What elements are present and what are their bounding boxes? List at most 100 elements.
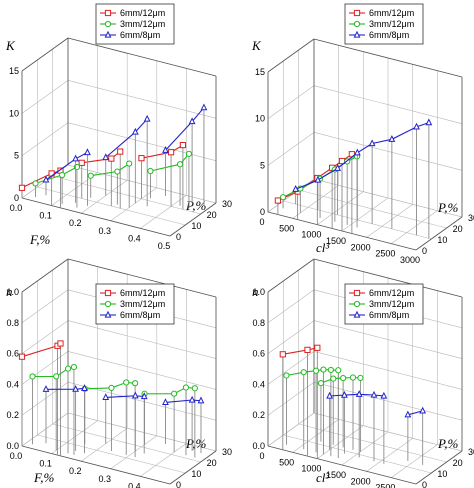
- legend-marker: [104, 300, 112, 308]
- x-tick-label: 2000: [351, 476, 371, 486]
- legend-label: 6mm/8μm: [120, 30, 160, 40]
- data-point-marker: [404, 410, 412, 418]
- x-axis-title: F,%: [33, 470, 55, 485]
- side-wall-grid-line: [21, 289, 69, 324]
- legend-marker: [104, 30, 112, 38]
- floor-grid-line: [110, 187, 157, 222]
- data-point-marker: [18, 353, 26, 360]
- side-wall-grid-line: [21, 80, 69, 114]
- z-tick-label: 0: [260, 207, 265, 217]
- data-point-marker: [53, 373, 60, 380]
- data-point-marker: [283, 372, 290, 379]
- legend-marker: [353, 9, 361, 17]
- z-tick-label: 15: [255, 67, 265, 77]
- axis-box-edge: [313, 38, 463, 78]
- data-point-marker: [413, 122, 420, 130]
- floor-grid-line: [81, 427, 128, 462]
- data-point-marker: [18, 184, 26, 191]
- series-line: [90, 163, 130, 177]
- x-tick-label: 0.3: [99, 226, 112, 236]
- x-tick-label: 1500: [326, 470, 346, 480]
- z-tick-label: 10: [9, 108, 19, 118]
- y-tick-label: 0: [422, 246, 427, 256]
- data-point-marker: [162, 398, 169, 406]
- z-axis-title: K: [5, 38, 16, 53]
- y-tick-label: 10: [437, 469, 447, 479]
- series-line: [84, 381, 136, 390]
- x-tick-label: 2500: [375, 483, 395, 488]
- x-tick-label: 2000: [351, 242, 371, 252]
- legend-label: 6mm/8μm: [369, 310, 409, 320]
- data-point-marker: [171, 390, 178, 397]
- side-wall-grid-line: [267, 381, 315, 416]
- series-line: [282, 347, 318, 355]
- z-tick-label: 1.0: [6, 287, 19, 297]
- legend-label: 6mm/8μm: [369, 30, 409, 40]
- x-tick-label: 1000: [301, 230, 321, 240]
- data-point-marker: [279, 351, 286, 358]
- floor-grid-line: [317, 191, 364, 225]
- series-line: [35, 166, 78, 184]
- legend-label: 3mm/12μm: [120, 299, 165, 309]
- data-point-marker: [108, 155, 115, 162]
- x-tick-label: 0.1: [39, 211, 52, 221]
- data-point-marker: [108, 384, 115, 391]
- series-square: [18, 141, 187, 210]
- series-square: [18, 340, 64, 456]
- z-tick-label: 0.4: [252, 379, 265, 389]
- y-tick-label: 0: [176, 480, 181, 488]
- y-axis-title: P,%: [437, 436, 459, 451]
- data-point-marker: [304, 346, 311, 353]
- axis-box-edge: [415, 450, 463, 485]
- y-tick-label: 20: [453, 458, 463, 468]
- data-point-marker: [179, 141, 187, 149]
- series-circle: [279, 153, 361, 228]
- x-tick-label: 0: [259, 217, 264, 227]
- data-point-marker: [114, 168, 121, 175]
- axis-box-edge: [267, 445, 417, 485]
- data-point-marker: [182, 384, 190, 391]
- side-wall-grid-line: [21, 351, 69, 385]
- axis-box-edge: [415, 216, 463, 251]
- side-wall-grid-line: [267, 85, 315, 119]
- z-tick-label: 1.0: [252, 287, 265, 297]
- y-tick-label: 20: [453, 224, 463, 234]
- data-point-marker: [102, 393, 110, 400]
- floor-grid-line: [81, 179, 128, 214]
- side-wall-grid-line: [267, 289, 315, 324]
- x-tick-label: 0: [259, 451, 264, 461]
- z-tick-label: 0.4: [6, 379, 19, 389]
- x-tick-label: 0.4: [128, 481, 141, 488]
- data-point-marker: [126, 160, 133, 167]
- legend-label: 3mm/12μm: [369, 19, 414, 29]
- data-point-marker: [176, 161, 184, 168]
- z-tick-label: 0.8: [6, 318, 19, 328]
- floor-grid-line: [391, 444, 438, 478]
- data-point-marker: [188, 395, 196, 403]
- legend-marker: [353, 310, 361, 318]
- data-point-marker: [123, 379, 130, 386]
- data-point-marker: [334, 164, 342, 171]
- floor-grid-line: [140, 443, 187, 477]
- x-axis-title: cl³: [316, 470, 330, 485]
- floor-grid-line: [283, 434, 432, 474]
- x-tick-label: 0.1: [39, 459, 52, 469]
- z-axis-title: K: [251, 38, 262, 53]
- series-line: [165, 399, 202, 403]
- back-wall-grid-line: [67, 320, 217, 359]
- data-point-marker: [312, 367, 320, 374]
- back-wall-grid-line: [67, 164, 217, 204]
- data-point-marker: [300, 369, 307, 376]
- x-tick-label: 3000: [400, 255, 420, 265]
- data-point-marker: [314, 175, 322, 183]
- legend-marker: [104, 289, 112, 297]
- legend-marker: [353, 30, 361, 38]
- z-axis-title: n: [6, 284, 13, 299]
- z-axis-title: n: [252, 284, 259, 299]
- data-point-marker: [70, 363, 78, 371]
- legend-label: 3mm/12μm: [120, 19, 165, 29]
- z-tick-label: 0.6: [252, 349, 265, 359]
- legend-marker: [104, 20, 112, 28]
